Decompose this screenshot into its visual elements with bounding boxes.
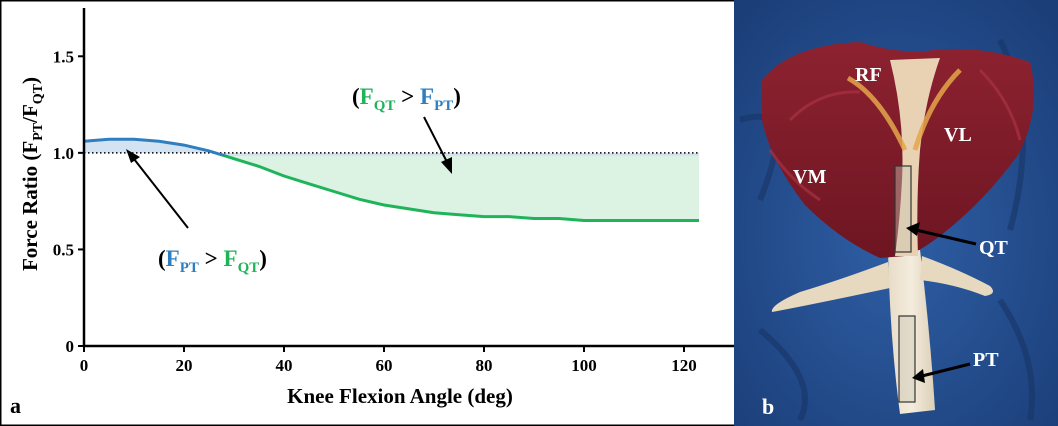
qt-arrow xyxy=(915,228,977,246)
x-tick-label: 80 xyxy=(476,356,493,375)
y-tick-label: 0 xyxy=(66,337,75,356)
series-line-pt-greater xyxy=(84,137,231,156)
label-pt: PT xyxy=(973,349,999,371)
label-vm: VM xyxy=(793,166,826,188)
label-rf: RF xyxy=(855,64,882,86)
y-tick-label: 0.5 xyxy=(53,240,74,259)
y-axis-label: Force Ratio (FPT/FQT) xyxy=(18,77,46,271)
panel-b-photo: RF VL VM QT PT b xyxy=(734,0,1058,426)
series-line-qt-greater xyxy=(220,156,699,222)
label-vl: VL xyxy=(944,124,972,146)
retinaculum-left xyxy=(771,262,890,312)
annotation-qt-greater: (FQT > FPT) xyxy=(352,84,461,114)
fat-strands xyxy=(846,68,962,152)
x-axis-label: Knee Flexion Angle (deg) xyxy=(287,384,513,408)
pt-arrow xyxy=(921,362,971,378)
x-tick-label: 40 xyxy=(276,356,293,375)
x-tick-label: 60 xyxy=(376,356,393,375)
x-tick-label: 100 xyxy=(571,356,597,375)
pt-sample-box xyxy=(898,315,916,403)
annotation-arrow-lower xyxy=(133,158,189,229)
x-tick-label: 0 xyxy=(80,356,89,375)
label-qt: QT xyxy=(979,237,1009,259)
panel-a-chart: 0 20 40 60 80 100 120 0 0.5 1.0 1.5 Knee Flexion … xyxy=(0,0,738,426)
qt-sample-box xyxy=(894,165,912,253)
x-tick-label: 20 xyxy=(176,356,193,375)
panel-a-label: a xyxy=(10,393,21,418)
annotation-arrowhead-upper xyxy=(441,157,452,174)
annotation-arrowhead-lower xyxy=(126,149,140,163)
y-tick-label: 1.0 xyxy=(53,144,74,163)
qt-greater-region xyxy=(225,156,699,221)
x-tick-label: 120 xyxy=(671,356,697,375)
muscle-fiber-lines xyxy=(768,68,1022,202)
pt-arrowhead xyxy=(912,369,925,383)
quadriceps-tendon-center xyxy=(890,58,940,256)
y-tick-label: 1.5 xyxy=(53,47,74,66)
qt-arrowhead xyxy=(906,222,920,236)
annotation-pt-greater: (FPT > FQT) xyxy=(158,246,267,276)
x-ticks: 0 20 40 60 80 100 120 xyxy=(80,346,697,375)
retinaculum-right xyxy=(920,256,994,296)
panel-b-label: b xyxy=(762,394,774,419)
annotation-arrow-upper xyxy=(423,116,448,163)
y-ticks: 0 0.5 1.0 1.5 xyxy=(53,47,84,356)
